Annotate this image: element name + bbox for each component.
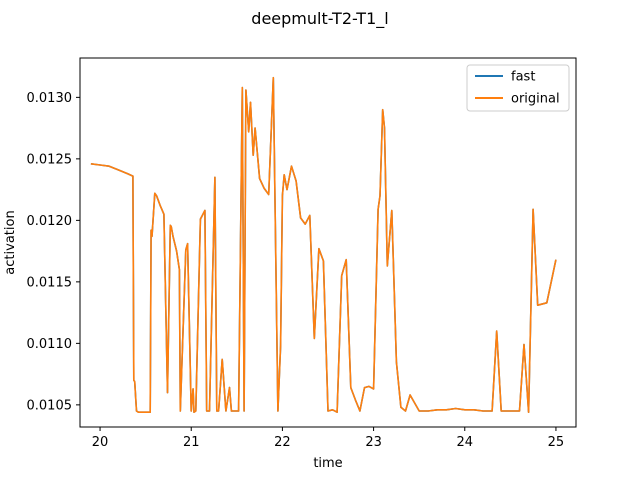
- x-tick-label: 21: [183, 435, 200, 450]
- x-tick-label: 22: [274, 435, 291, 450]
- series-line-original: [90, 76, 557, 414]
- x-tick-label: 25: [548, 435, 565, 450]
- y-axis-ticks: 0.0105 0.0110 0.0115 0.0120 0.0125 0.0130: [27, 91, 80, 413]
- axes-background: [80, 58, 576, 427]
- series-layer: [90, 76, 557, 414]
- x-tick-label: 24: [456, 435, 473, 450]
- y-tick-label: 0.0105: [27, 398, 73, 413]
- y-tick-label: 0.0110: [27, 337, 73, 352]
- chart-title: deepmult-T2-T1_l: [251, 9, 388, 29]
- y-tick-label: 0.0130: [27, 91, 73, 106]
- axes-frame: [79, 57, 577, 428]
- y-tick-label: 0.0125: [27, 152, 73, 167]
- x-axis-label: time: [313, 456, 342, 471]
- y-tick-label: 0.0120: [27, 214, 73, 229]
- x-tick-label: 23: [365, 435, 382, 450]
- y-tick-label: 0.0115: [27, 275, 73, 290]
- y-axis-label: activation: [3, 210, 18, 274]
- legend: fast original: [466, 64, 570, 112]
- legend-label-original: original: [511, 92, 560, 107]
- x-axis-ticks: 20 21 22 23 24 25: [92, 427, 564, 450]
- legend-label-fast: fast: [511, 70, 535, 85]
- plot-area: 20 21 22 23 24 25 0.01050.01100.01150.01200.0…: [27, 57, 577, 450]
- x-tick-label: 20: [92, 435, 109, 450]
